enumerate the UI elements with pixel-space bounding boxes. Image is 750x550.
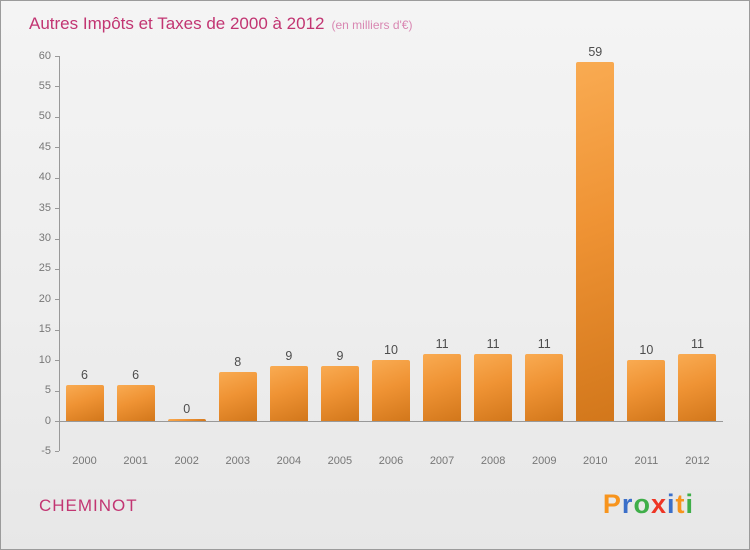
bar [269,366,308,421]
bar [65,384,104,421]
bar [372,360,410,421]
x-tick-label: 2007 [429,455,455,467]
x-tick-label: 2008 [480,455,506,467]
y-tick-mark [55,451,59,453]
x-tick-label: 2000 [72,455,97,467]
logo-letter: i [685,489,694,519]
y-tick-label: 35 [38,201,51,214]
y-tick-mark [55,268,59,270]
y-tick-label: -5 [41,444,51,457]
y-tick-label: 50 [38,110,51,123]
y-tick-label: 30 [38,232,51,244]
y-tick-mark [55,421,59,422]
bar [423,354,462,421]
bar [525,354,564,421]
y-tick-mark [55,116,59,118]
x-tick-label: 2011 [634,455,659,467]
logo-letter: t [675,489,686,519]
logo-letter: x [650,489,667,519]
y-tick-label: 45 [38,140,51,153]
x-tick-label: 2006 [378,455,404,467]
bar-value-label: 10 [639,343,654,358]
chart-title: Autres Impôts et Taxes de 2000 à 2012 [29,14,325,33]
bar-value-label: 59 [588,45,603,60]
y-tick-mark [55,147,59,149]
bar [218,372,257,421]
bar-value-label: 11 [690,337,704,352]
y-tick-mark [55,238,59,240]
y-tick-label: 40 [38,171,51,184]
bar-value-label: 0 [183,402,191,416]
y-tick-label: 25 [38,262,51,275]
y-tick-mark [55,177,59,179]
y-tick-mark [55,329,59,331]
bar-value-label: 9 [285,349,293,364]
x-tick-label: 2002 [174,455,199,467]
bar [474,354,513,421]
bar-value-label: 11 [537,337,551,352]
logo-letter: P [602,489,622,519]
y-tick-label: 20 [38,292,51,305]
bar [167,419,206,421]
y-tick-label: 0 [44,414,51,427]
bar-value-label: 11 [435,337,449,352]
bar [627,360,666,421]
bar-value-label: 8 [234,355,242,370]
y-tick-mark [55,299,59,301]
x-tick-label: 2004 [276,455,302,467]
chart-header: Autres Impôts et Taxes de 2000 à 2012 (en… [29,14,412,34]
bar [678,354,717,421]
proxiti-logo: Proxiti [603,489,694,520]
x-tick-label: 2003 [225,455,250,467]
y-tick-label: 5 [44,384,51,397]
x-tick-label: 2010 [583,455,608,467]
bar [576,62,615,421]
bar-value-label: 6 [81,367,88,382]
x-tick-label: 2005 [327,455,353,467]
y-tick-label: 55 [38,79,51,92]
footer-entity: CHEMINOT [39,496,138,515]
y-axis-line [59,56,60,452]
y-tick-label: 60 [38,49,51,62]
x-tick-label: 2001 [123,455,148,467]
x-tick-label: 2012 [685,455,710,467]
bar-value-label: 6 [132,367,140,382]
y-tick-mark [55,360,59,362]
logo-letter: r [621,489,634,519]
y-tick-mark [55,56,59,57]
logo-letter: i [666,489,676,519]
y-tick-mark [55,390,59,392]
y-tick-mark [55,86,59,88]
y-tick-mark [55,208,59,210]
bar [116,384,155,421]
logo-letter: o [633,489,651,519]
bar [320,366,359,421]
y-tick-label: 15 [38,323,51,336]
chart-subtitle: (en milliers d'€) [331,18,413,32]
bar-value-label: 11 [486,337,500,352]
bar-value-label: 9 [336,349,344,364]
x-tick-label: 2009 [531,455,557,467]
y-tick-label: 10 [38,353,51,366]
bar-value-label: 10 [384,343,398,358]
zero-baseline [59,421,723,422]
